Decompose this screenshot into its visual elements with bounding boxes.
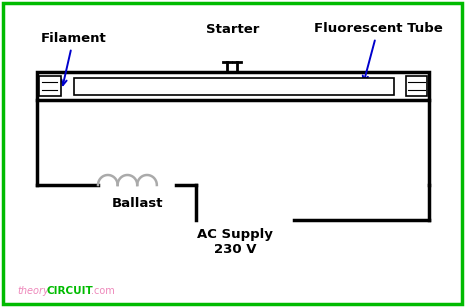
Text: Ballast: Ballast [111, 197, 163, 210]
Text: theory: theory [18, 286, 49, 296]
Text: Fluorescent Tube: Fluorescent Tube [314, 22, 442, 81]
Bar [37, 72, 429, 100]
Text: Starter: Starter [206, 23, 259, 36]
Bar [39, 76, 61, 96]
Text: AC Supply: AC Supply [197, 228, 273, 241]
Bar [406, 76, 428, 96]
Text: 230 V: 230 V [214, 243, 256, 256]
Text: CIRCUIT: CIRCUIT [46, 286, 93, 296]
Bar [73, 78, 394, 95]
Text: Filament: Filament [41, 32, 106, 85]
Text: .com: .com [91, 286, 115, 296]
